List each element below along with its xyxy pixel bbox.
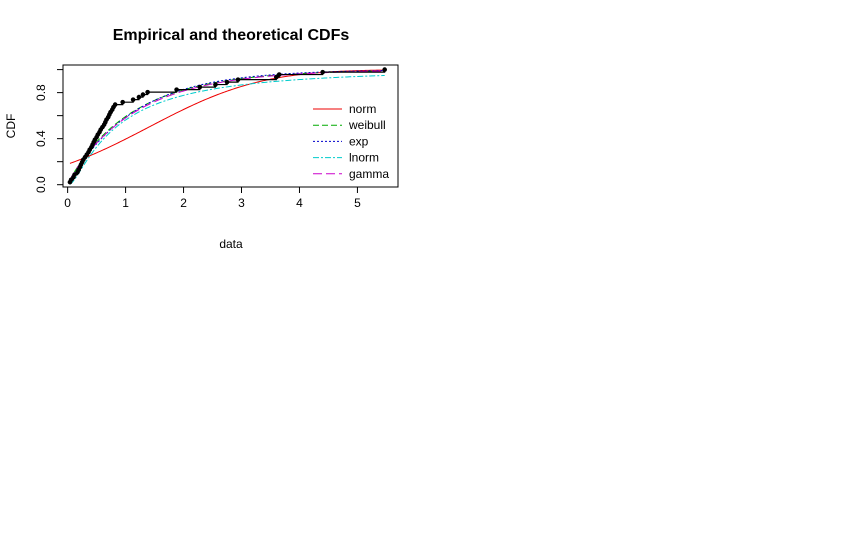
ecdf-point bbox=[140, 92, 146, 97]
plot-frame bbox=[62, 64, 399, 188]
x-tick-label: 4 bbox=[296, 196, 303, 210]
series-line-lnorm bbox=[69, 74, 385, 185]
y-tick-label: 0.8 bbox=[34, 84, 48, 101]
y-axis: 0.0 0.4 0.8 bbox=[34, 69, 64, 193]
ecdf-point bbox=[235, 77, 241, 82]
y-tick-label: 0.0 bbox=[34, 176, 48, 193]
series-line-gamma bbox=[69, 70, 385, 181]
ecdf-point bbox=[145, 89, 150, 95]
x-axis-label: data bbox=[219, 237, 243, 251]
x-axis: 0 1 2 3 4 5 bbox=[64, 186, 361, 210]
y-tick-label: 0.4 bbox=[34, 130, 48, 147]
x-tick-label: 3 bbox=[238, 196, 245, 210]
ecdf-point bbox=[382, 67, 387, 72]
x-tick-label: 2 bbox=[180, 196, 187, 210]
empirical-cdf bbox=[67, 67, 387, 185]
ecdf-point bbox=[276, 72, 282, 77]
theoretical-curves bbox=[69, 69, 385, 185]
legend-label-norm: norm bbox=[349, 102, 376, 116]
legend-label-gamma: gamma bbox=[349, 167, 389, 181]
ecdf-point bbox=[197, 84, 203, 90]
legend-label-exp: exp bbox=[349, 134, 369, 148]
x-tick-label: 0 bbox=[64, 196, 71, 210]
y-axis-label: CDF bbox=[4, 114, 18, 139]
x-tick-label: 1 bbox=[122, 196, 129, 210]
ecdf-point bbox=[120, 99, 125, 105]
legend: norm weibull exp lnorm gamma bbox=[313, 102, 389, 181]
ecdf-point bbox=[130, 97, 136, 102]
ecdf-point bbox=[174, 87, 179, 92]
ecdf-point bbox=[213, 82, 218, 87]
ecdf-point bbox=[136, 94, 142, 100]
ecdf-point bbox=[112, 102, 118, 107]
ecdf-point bbox=[224, 79, 230, 85]
chart-title: Empirical and theoretical CDFs bbox=[113, 27, 350, 44]
legend-label-weibull: weibull bbox=[348, 118, 386, 132]
legend-label-lnorm: lnorm bbox=[349, 151, 379, 165]
x-tick-label: 5 bbox=[354, 196, 361, 210]
ecdf-point bbox=[320, 69, 325, 75]
